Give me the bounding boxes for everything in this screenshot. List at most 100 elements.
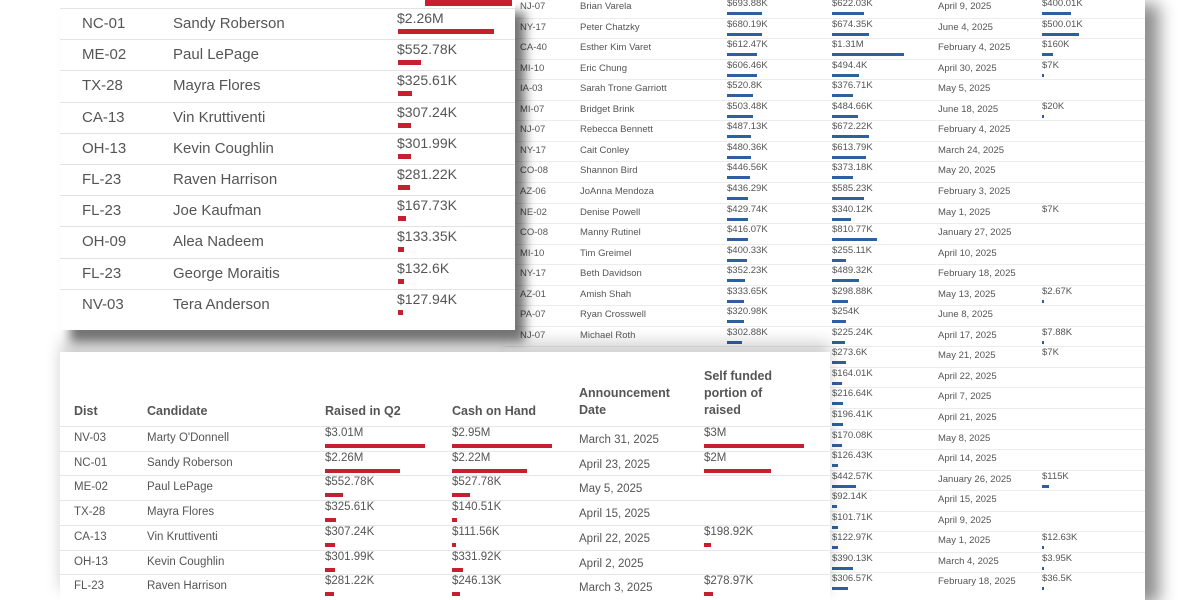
table-row: FL-23 Joe Kaufman $167.73K bbox=[60, 195, 515, 227]
raised-bar bbox=[398, 122, 411, 128]
announcement-date: June 4, 2025 bbox=[938, 21, 993, 33]
district-cell: ME-02 bbox=[74, 481, 108, 494]
district-cell: OH-13 bbox=[82, 139, 127, 157]
raised-value: $520.8K bbox=[727, 80, 763, 92]
district-cell: NE-02 bbox=[520, 206, 547, 218]
raised-bar bbox=[727, 279, 745, 283]
self-funded-bar bbox=[1042, 587, 1045, 591]
table-row: FL-23 Raven Harrison $281.22K $246.13K March… bbox=[60, 574, 830, 600]
self-funded-bar bbox=[1042, 12, 1071, 15]
candidate-cell: Manny Rutinel bbox=[580, 227, 641, 239]
announcement-date: March 3, 2025 bbox=[579, 582, 653, 595]
raised-value: $307.24K bbox=[325, 525, 375, 538]
cash-bar bbox=[832, 53, 904, 57]
cash-value: $622.03K bbox=[832, 0, 873, 9]
cash-value: $672.22K bbox=[832, 121, 873, 133]
raised-value: $429.74K bbox=[727, 203, 768, 215]
table-row: CA-13 Vin Kruttiventi $307.24K $111.56K Apri… bbox=[60, 524, 830, 551]
table-row: NJ-07 Michael Roth $302.88K $225.24K April 1… bbox=[505, 325, 1145, 348]
cash-bar bbox=[832, 114, 858, 118]
announcement-date: May 5, 2025 bbox=[579, 483, 643, 496]
table-row: OH-09 Alea Nadeem $133.35K bbox=[60, 226, 515, 258]
self-funded-value: $20K bbox=[1042, 100, 1065, 112]
district-cell: NC-01 bbox=[82, 15, 126, 32]
raised-value: $400.33K bbox=[727, 244, 768, 256]
table-row: NV-03 Tera Anderson $127.94K bbox=[60, 288, 515, 321]
cash-bar bbox=[832, 566, 853, 570]
announcement-date: April 22, 2025 bbox=[579, 532, 650, 545]
self-funded-value: $2.67K bbox=[1042, 285, 1073, 297]
self-funded-value: $3.95K bbox=[1042, 552, 1073, 564]
column-header-candidate: Candidate bbox=[147, 404, 208, 418]
district-cell: MI-07 bbox=[520, 103, 545, 115]
raised-value: $446.56K bbox=[727, 162, 768, 174]
announcement-date: June 8, 2025 bbox=[938, 309, 993, 321]
cash-value: $164.01K bbox=[832, 367, 873, 379]
table-row: PA-07 Ryan Crosswell $320.98K $254K June 8, … bbox=[505, 305, 1145, 327]
cash-bar bbox=[832, 258, 847, 262]
cash-value: $92.14K bbox=[832, 491, 868, 503]
cash-value: $527.78K bbox=[452, 476, 502, 489]
announcement-date: April 10, 2025 bbox=[938, 247, 997, 259]
candidate-cell: Joe Kaufman bbox=[173, 202, 262, 220]
column-header-announcement: Announcement Date bbox=[579, 386, 670, 417]
cash-bar bbox=[832, 525, 838, 529]
table-row: NV-03 Marty O'Donnell $3.01M $2.95M March 31… bbox=[60, 426, 830, 452]
self-funded-bar bbox=[1042, 299, 1044, 303]
raised-value: $132.6K bbox=[397, 259, 450, 276]
cash-bar bbox=[832, 12, 864, 15]
candidate-cell: George Moraitis bbox=[173, 264, 280, 282]
cash-value: $122.97K bbox=[832, 532, 873, 544]
raised-bar bbox=[325, 567, 335, 572]
cash-value: $196.41K bbox=[832, 409, 873, 420]
raised-value: $552.78K bbox=[397, 41, 457, 58]
raised-bar bbox=[398, 278, 404, 284]
candidate-cell: Paul LePage bbox=[173, 46, 259, 64]
district-cell: NC-01 bbox=[74, 456, 108, 469]
raised-value: $167.73K bbox=[397, 197, 457, 214]
table-row: NC-01 Sandy Roberson $2.26M bbox=[60, 8, 515, 40]
raised-value: $325.61K bbox=[325, 501, 375, 514]
table-row: NJ-07 Brian Varela $693.88K $622.03K April 9… bbox=[505, 0, 1145, 19]
raised-value: $487.13K bbox=[727, 121, 768, 133]
raised-value: $307.24K bbox=[397, 103, 457, 120]
raised-bar bbox=[398, 60, 422, 66]
district-cell: CO-08 bbox=[520, 165, 548, 177]
republican-raised-table-excerpt: NC-01 Sandy Roberson $2.26M ME-02 Paul LePag… bbox=[60, 0, 515, 330]
candidate-cell: Ryan Crosswell bbox=[580, 309, 646, 321]
district-cell: FL-23 bbox=[82, 264, 122, 282]
district-cell: MI-10 bbox=[520, 247, 545, 259]
district-cell: AZ-06 bbox=[520, 185, 546, 197]
raised-value: $127.94K bbox=[397, 290, 457, 307]
candidate-cell: Brian Varela bbox=[580, 1, 632, 12]
cash-bar bbox=[832, 443, 842, 447]
cash-bar bbox=[832, 381, 842, 385]
raised-bar bbox=[727, 53, 757, 57]
cash-bar bbox=[452, 592, 460, 597]
cash-value: $585.23K bbox=[832, 182, 873, 194]
cash-bar bbox=[832, 402, 844, 406]
self-funded-bar bbox=[1042, 484, 1049, 488]
district-cell: CA-40 bbox=[520, 42, 547, 54]
announcement-date: March 24, 2025 bbox=[938, 144, 1005, 156]
raised-bar bbox=[727, 135, 751, 139]
cash-value: $484.66K bbox=[832, 100, 873, 112]
self-funded-value: $36.5K bbox=[1042, 573, 1073, 585]
announcement-date: May 20, 2025 bbox=[938, 165, 996, 177]
table-row: IA-03 Sarah Trone Garriott $520.8K $376.71K… bbox=[505, 79, 1145, 101]
candidate-cell: Sandy Roberson bbox=[147, 456, 233, 469]
raised-value: $612.47K bbox=[727, 39, 768, 51]
raised-value: $281.22K bbox=[325, 575, 375, 588]
announcement-date: April 17, 2025 bbox=[938, 329, 997, 341]
self-funded-value: $198.92K bbox=[704, 525, 754, 538]
table-row: NY-17 Cait Conley $480.36K $613.79K March 24… bbox=[505, 140, 1145, 163]
raised-value: $680.19K bbox=[727, 18, 768, 30]
raised-value: $281.22K bbox=[397, 166, 457, 182]
announcement-date: February 18, 2025 bbox=[938, 268, 1016, 280]
announcement-date: April 7, 2025 bbox=[938, 391, 992, 403]
cash-bar bbox=[832, 135, 869, 139]
self-funded-bar bbox=[704, 468, 771, 473]
candidate-cell: Eric Chung bbox=[580, 62, 627, 74]
candidate-cell: Vin Kruttiventi bbox=[147, 530, 218, 543]
district-cell: TX-28 bbox=[82, 77, 123, 95]
